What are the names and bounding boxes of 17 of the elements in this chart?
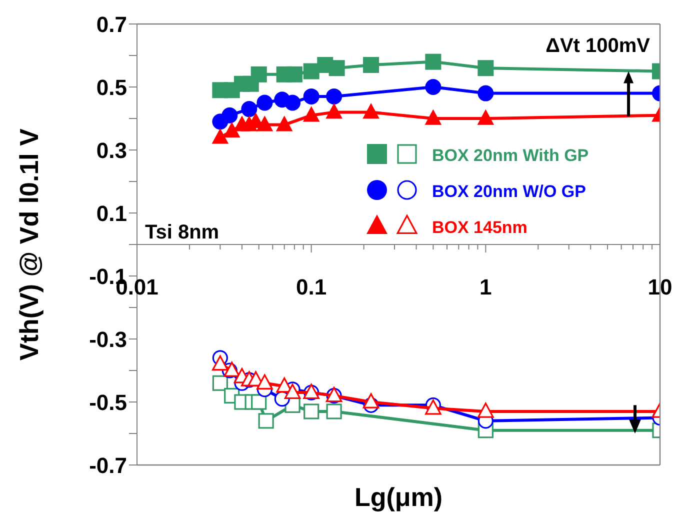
x-tick-label: 1 [480, 274, 492, 300]
legend-label: BOX 20nm W/O GP [432, 182, 586, 201]
y-tick-label: -0.5 [89, 390, 127, 415]
x-tick-label: 10 [648, 274, 672, 300]
annotation: ΔVt 100mV [546, 35, 651, 57]
y-tick-label: -0.7 [89, 452, 127, 478]
y-tick-label: -0.3 [89, 326, 127, 352]
y-tick-label: 0.5 [96, 74, 127, 100]
x-tick-label: 0.1 [296, 274, 327, 300]
y-tick-label: 0.7 [96, 12, 127, 37]
y-tick-label: 0.1 [96, 200, 127, 226]
annotation: Tsi 8nm [145, 222, 220, 244]
legend-label: BOX 145nm [432, 218, 528, 237]
x-axis-title: Lg(μm) [354, 482, 443, 512]
y-tick-label: 0.3 [96, 138, 127, 163]
y-axis-title: Vth(V) @ Vd l0.1l V [14, 128, 44, 360]
legend-label: BOX 20nm With GP [432, 146, 589, 165]
